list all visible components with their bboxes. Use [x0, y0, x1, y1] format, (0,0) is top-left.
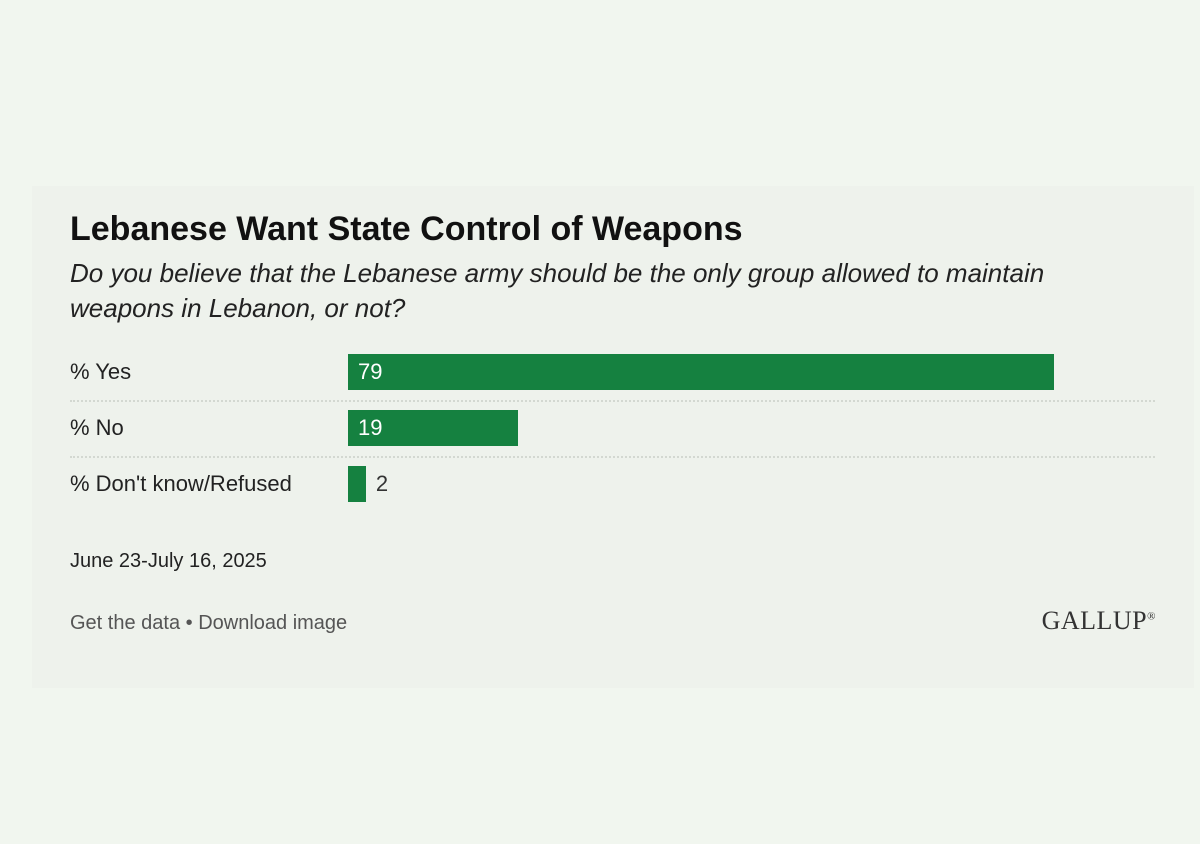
category-label: % Don't know/Refused: [70, 471, 292, 496]
get-data-link[interactable]: Get the data: [70, 612, 181, 634]
footer-separator: •: [180, 612, 199, 634]
logo-trademark-mark: ®: [1147, 610, 1156, 623]
gallup-logo-text: GALLUP: [1041, 606, 1148, 635]
bar: [348, 354, 1055, 390]
bar-value-label: 2: [375, 471, 389, 496]
row-divider: [70, 456, 1155, 458]
bar-value-label: 79: [358, 359, 383, 384]
bar-value-label: 19: [358, 415, 383, 440]
row-divider: [70, 400, 1155, 402]
chart-card: Lebanese Want State Control of Weapons D…: [32, 186, 1194, 688]
bar: [348, 410, 518, 446]
bar-chart: % Yes 79 % No 19 % Don't know/Refused 2: [70, 354, 1155, 522]
category-label: % Yes: [70, 359, 132, 384]
footer-links: Get the data • Download image: [70, 612, 347, 635]
survey-date-range: June 23-July 16, 2025: [70, 550, 267, 572]
bar-row: % Don't know/Refused 2: [70, 466, 1155, 522]
bar: [348, 466, 366, 502]
chart-title: Lebanese Want State Control of Weapons: [70, 210, 743, 248]
chart-subtitle: Do you believe that the Lebanese army sh…: [70, 258, 1045, 323]
download-image-link[interactable]: Download image: [198, 612, 348, 634]
gallup-logo: GALLUP®: [1042, 606, 1156, 636]
bar-row: % Yes 79: [70, 354, 1155, 410]
bar-row: % No 19: [70, 410, 1155, 466]
category-label: % No: [70, 415, 124, 440]
